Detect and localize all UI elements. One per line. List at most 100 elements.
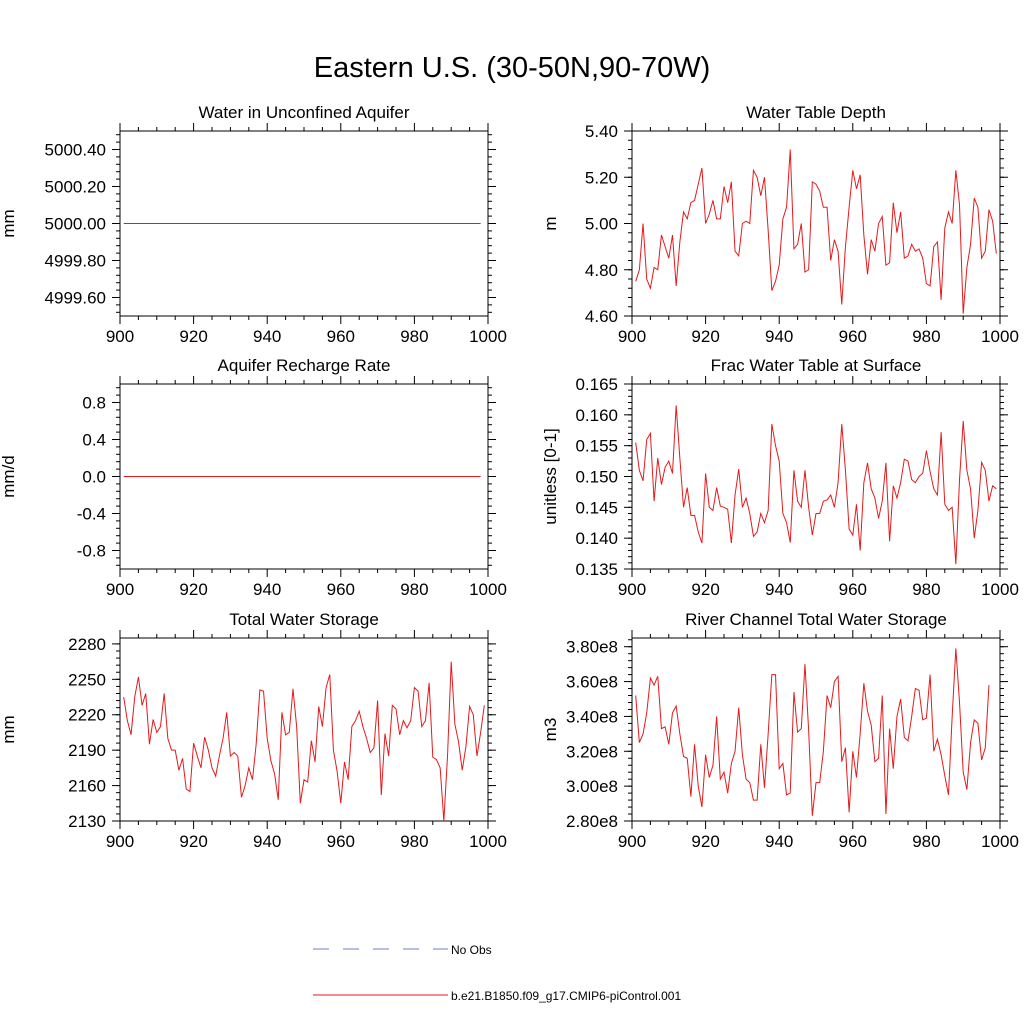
y-tick-label: 2190 — [68, 741, 106, 760]
panel-title: Water in Unconfined Aquifer — [198, 103, 409, 122]
x-tick-label: 960 — [327, 580, 355, 599]
x-tick-label: 900 — [106, 580, 134, 599]
plot-frame — [631, 383, 1001, 570]
y-tick-label: 2130 — [68, 812, 106, 831]
x-tick-label: 960 — [327, 327, 355, 346]
y-tick-label: 0.155 — [575, 437, 618, 456]
y-axis-label: m3 — [541, 718, 560, 742]
legend-item-2: b.e21.B1850.f09_g17.CMIP6-piControl.001 — [313, 989, 681, 1003]
x-tick-label: 900 — [618, 327, 646, 346]
y-tick-label: 0.165 — [575, 375, 618, 394]
plot-frame — [631, 130, 1001, 317]
y-tick-label: 3.40e8 — [566, 707, 618, 726]
x-tick-label: 940 — [765, 580, 793, 599]
x-tick-label: 900 — [106, 832, 134, 851]
x-tick-label: 920 — [691, 580, 719, 599]
y-tick-label: 0.160 — [575, 406, 618, 425]
x-tick-label: 940 — [253, 327, 281, 346]
plot-frame — [119, 637, 489, 822]
x-tick-label: 980 — [400, 327, 428, 346]
x-tick-label: 940 — [765, 832, 793, 851]
y-axis-label: mm — [0, 715, 18, 743]
panel-title: Frac Water Table at Surface — [711, 356, 922, 375]
x-tick-label: 960 — [839, 580, 867, 599]
series-line-model — [123, 661, 485, 822]
y-tick-label: 4.80 — [585, 261, 618, 280]
y-axis-label: unitless [0-1] — [541, 428, 560, 524]
x-tick-label: 920 — [691, 327, 719, 346]
y-tick-label: 5.00 — [585, 215, 618, 234]
figure-title: Eastern U.S. (30-50N,90-70W) — [313, 52, 711, 84]
chart-panel-6: River Channel Total Water Storage 900 920 9… — [541, 610, 1019, 851]
x-tick-label: 980 — [400, 832, 428, 851]
y-tick-label: -0.4 — [77, 505, 106, 524]
chart-panel-1: Water in Unconfined Aquifer 900 920 940 960 9… — [0, 103, 507, 346]
y-tick-label: 2250 — [68, 670, 106, 689]
x-tick-label: 920 — [179, 580, 207, 599]
x-tick-label: 960 — [327, 832, 355, 851]
chart-panel-5: Total Water Storage 900 920 940 960 980 1000 21… — [0, 610, 507, 851]
legend: No Obs b.e21.B1850.f09_g17.CMIP6-piContro… — [313, 943, 681, 1003]
y-tick-label: 0.0 — [82, 468, 106, 487]
y-tick-label: 0.140 — [575, 529, 618, 548]
y-tick-label: 0.135 — [575, 560, 618, 579]
chart-panel-2: Water Table Depth 900 920 940 960 980 1000 4.60… — [541, 103, 1019, 346]
y-axis-label: m — [541, 216, 560, 230]
x-tick-label: 1000 — [981, 832, 1019, 851]
legend-label: b.e21.B1850.f09_g17.CMIP6-piControl.001 — [451, 989, 681, 1003]
y-tick-label: 5000.20 — [45, 178, 106, 197]
y-tick-label: -0.8 — [77, 542, 106, 561]
x-tick-label: 980 — [912, 580, 940, 599]
y-tick-label: 3.80e8 — [566, 638, 618, 657]
y-tick-label: 3.20e8 — [566, 742, 618, 761]
panel-title: River Channel Total Water Storage — [685, 610, 947, 629]
series-line-model — [635, 149, 997, 314]
legend-label: No Obs — [451, 943, 492, 957]
y-tick-label: 5.20 — [585, 168, 618, 187]
x-tick-label: 900 — [618, 580, 646, 599]
panel-title: Total Water Storage — [229, 610, 379, 629]
panel-title: Aquifer Recharge Rate — [218, 356, 391, 375]
x-tick-label: 1000 — [981, 580, 1019, 599]
series-line-model — [635, 405, 997, 565]
x-tick-label: 1000 — [981, 327, 1019, 346]
chart-panel-3: Aquifer Recharge Rate 900 920 940 960 980 1000… — [0, 356, 507, 599]
x-tick-label: 960 — [839, 327, 867, 346]
x-tick-label: 980 — [912, 832, 940, 851]
y-tick-label: 0.4 — [82, 431, 106, 450]
x-tick-label: 940 — [253, 580, 281, 599]
y-tick-label: 5000.40 — [45, 141, 106, 160]
series-line-model — [635, 648, 990, 816]
x-tick-label: 940 — [765, 327, 793, 346]
x-tick-label: 920 — [691, 832, 719, 851]
plot-frame — [631, 637, 1001, 822]
x-tick-label: 1000 — [469, 832, 507, 851]
y-tick-label: 0.145 — [575, 498, 618, 517]
y-axis-label: mm/d — [0, 455, 18, 498]
legend-item-1: No Obs — [313, 943, 492, 957]
y-tick-label: 4999.80 — [45, 252, 106, 271]
y-tick-label: 5.40 — [585, 122, 618, 141]
panel-title: Water Table Depth — [746, 103, 886, 122]
x-tick-label: 940 — [253, 832, 281, 851]
y-tick-label: 0.150 — [575, 468, 618, 487]
x-tick-label: 960 — [839, 832, 867, 851]
x-tick-label: 980 — [912, 327, 940, 346]
x-tick-label: 920 — [179, 832, 207, 851]
x-tick-label: 900 — [618, 832, 646, 851]
x-tick-label: 1000 — [469, 580, 507, 599]
y-tick-label: 3.00e8 — [566, 777, 618, 796]
y-tick-label: 4999.60 — [45, 289, 106, 308]
y-axis-label: mm — [0, 209, 18, 237]
y-tick-label: 2160 — [68, 777, 106, 796]
y-tick-label: 0.8 — [82, 394, 106, 413]
y-tick-label: 4.60 — [585, 307, 618, 326]
x-tick-label: 920 — [179, 327, 207, 346]
y-tick-label: 2.80e8 — [566, 812, 618, 831]
y-tick-label: 2220 — [68, 706, 106, 725]
x-tick-label: 980 — [400, 580, 428, 599]
chart-panel-4: Frac Water Table at Surface 900 920 940 960 9… — [541, 356, 1019, 599]
y-tick-label: 5000.00 — [45, 215, 106, 234]
